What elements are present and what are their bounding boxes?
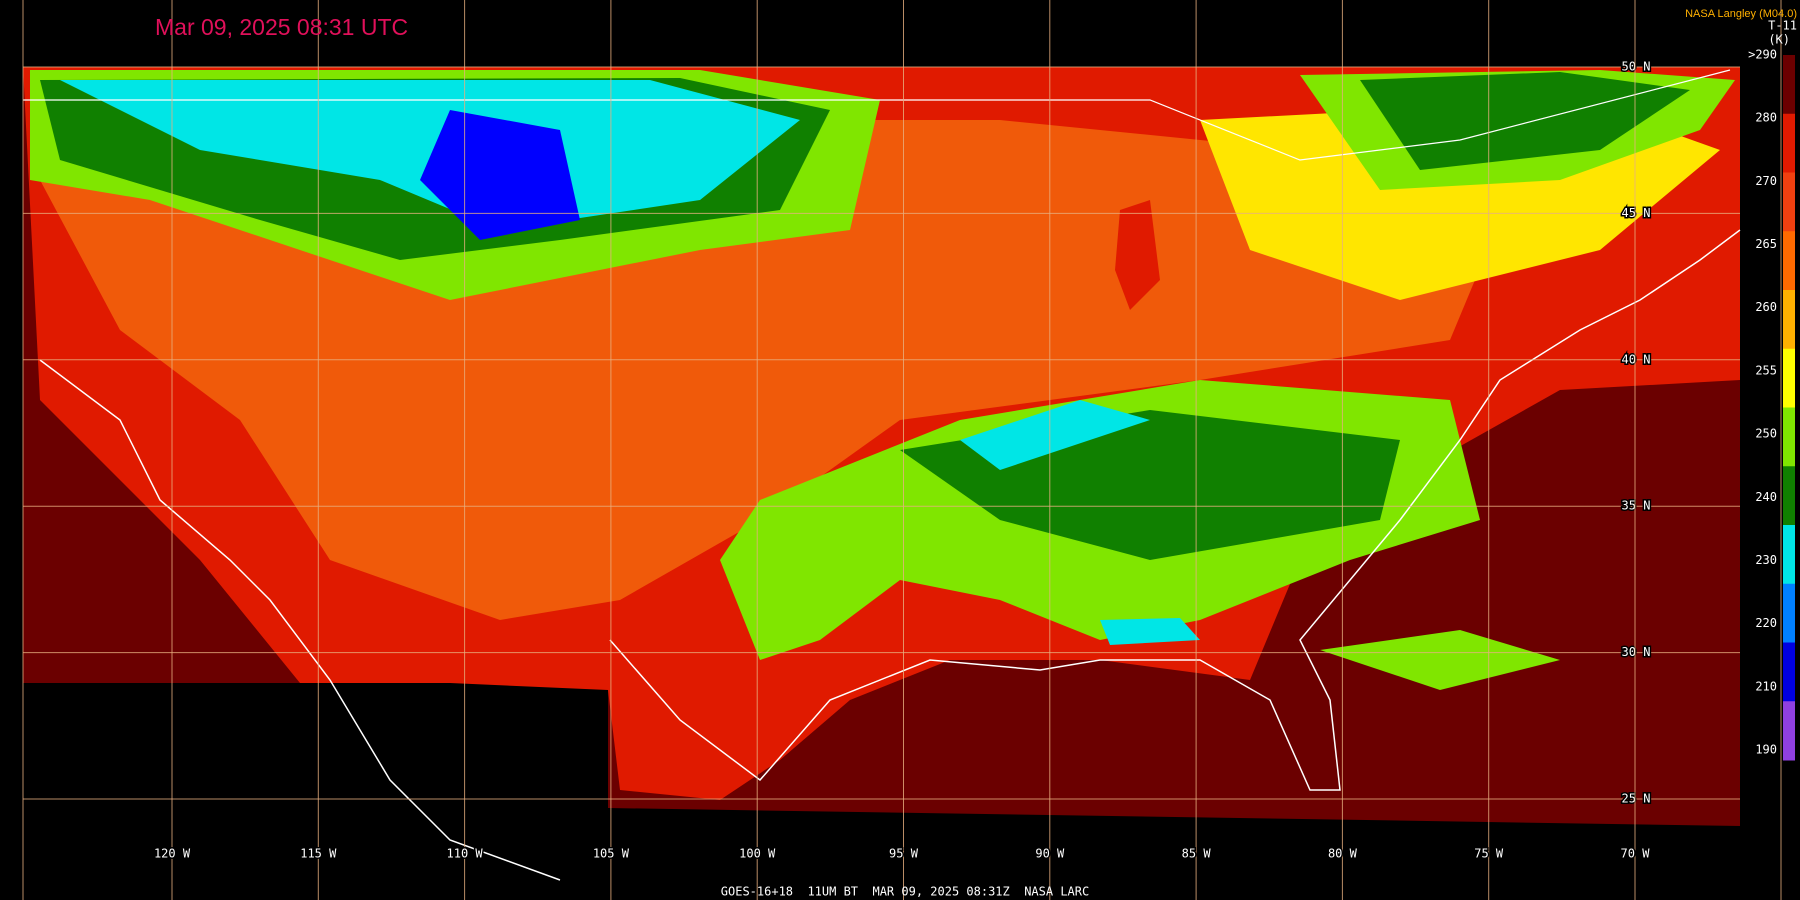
- source-label: NASA Langley (M04.0): [1685, 8, 1797, 20]
- colorbar-label: 220: [1755, 616, 1777, 630]
- colorbar-segment: [1783, 583, 1795, 643]
- colorbar-segment: [1783, 290, 1795, 350]
- title: Mar 09, 2025 08:31 UTC: [155, 14, 408, 40]
- colorbar-label: 240: [1755, 490, 1777, 504]
- colorbar-label: 280: [1755, 111, 1777, 125]
- longitude-label: 120 W: [154, 847, 191, 861]
- latitude-label: 25 N: [1622, 792, 1651, 806]
- latitude-label: 35 N: [1622, 499, 1651, 513]
- colorbar-label: 230: [1755, 553, 1777, 567]
- colorbar-segment: [1783, 231, 1795, 291]
- coastline: [609, 229, 1741, 791]
- latitude-label: 40 N: [1622, 352, 1651, 366]
- blue-nw: [420, 110, 580, 240]
- colorbar: >290 280 270 265 260 255 250 240 230 220 210 190: [1748, 48, 1795, 761]
- longitude-label: 75 W: [1474, 847, 1504, 861]
- longitude-label: 95 W: [889, 847, 919, 861]
- latitude-label: 45 N: [1622, 206, 1651, 220]
- product-label: T-11: [1768, 19, 1797, 33]
- longitude-label: 105 W: [593, 847, 630, 861]
- footer: GOES-16+18 11UM BT MAR 09, 2025 08:31Z N…: [721, 885, 1089, 899]
- colorbar-segment: [1783, 642, 1795, 702]
- graticule: 50 N 45 N 40 N 35 N 30 N 25 N 120 W 115 W 110 W 1…: [22, 0, 1782, 900]
- colorbar-label: 270: [1755, 174, 1777, 188]
- imagery: [23, 67, 1741, 881]
- colorbar-segment: [1783, 172, 1795, 232]
- colorbar-segment: [1783, 407, 1795, 467]
- colorbar-label: 210: [1755, 679, 1777, 693]
- colorbar-segment: [1783, 113, 1795, 173]
- coastline: [39, 359, 561, 881]
- longitude-label: 110 W: [447, 847, 484, 861]
- cyan-band: [960, 400, 1150, 470]
- longitude-label: 70 W: [1621, 847, 1651, 861]
- longitude-label: 100 W: [739, 847, 776, 861]
- colorbar-label: 260: [1755, 300, 1777, 314]
- border: [23, 69, 1731, 161]
- lime-atlantic: [1320, 630, 1560, 690]
- colorbar-segment: [1783, 701, 1795, 761]
- latitude-label: 30 N: [1622, 645, 1651, 659]
- unit-label: (K): [1768, 33, 1790, 47]
- longitude-label: 90 W: [1035, 847, 1065, 861]
- colorbar-label: >290: [1748, 48, 1777, 62]
- latitude-label: 50 N: [1622, 60, 1651, 74]
- colorbar-label: 250: [1755, 427, 1777, 441]
- colorbar-label: 265: [1755, 237, 1777, 251]
- cyan-nw: [60, 80, 800, 230]
- colorbar-segment: [1783, 348, 1795, 408]
- colorbar-label: 190: [1755, 743, 1777, 757]
- lake-michigan: [1115, 200, 1160, 310]
- longitude-label: 85 W: [1182, 847, 1212, 861]
- colorbar-segment: [1783, 466, 1795, 526]
- colorbar-segment: [1783, 55, 1795, 115]
- longitude-label: 115 W: [300, 847, 337, 861]
- colorbar-label: 255: [1755, 363, 1777, 377]
- colorbar-segment: [1783, 525, 1795, 585]
- green-ne: [1360, 72, 1690, 170]
- longitude-label: 80 W: [1328, 847, 1358, 861]
- cyan-gulf: [1100, 618, 1200, 645]
